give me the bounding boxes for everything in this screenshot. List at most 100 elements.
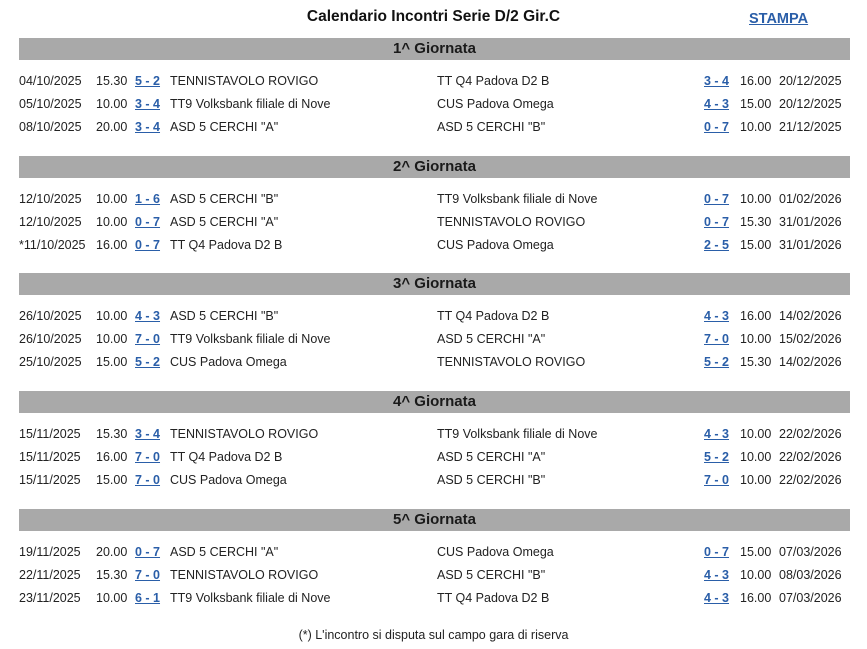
home-team: ASD 5 CERCHI "A" (170, 545, 279, 559)
away-team: TENNISTAVOLO ROVIGO (437, 215, 586, 229)
first-leg-score-link[interactable]: 4 - 3 (135, 309, 161, 323)
home-team: TT9 Volksbank filiale di Nove (170, 591, 331, 605)
home-team: ASD 5 CERCHI "B" (170, 192, 279, 206)
match-row: 04/10/2025 15.30 5 - 2 TENNISTAVOLO ROVIGO T… (19, 70, 850, 93)
second-leg-score-link[interactable]: 7 - 0 (704, 473, 730, 487)
round-section: 4^ Giornata 15/11/2025 15.30 3 - 4 TENNISTAV… (19, 391, 850, 492)
second-leg-time: 16.00 (740, 74, 772, 88)
second-leg-score-link[interactable]: 4 - 3 (704, 309, 730, 323)
first-leg-date: 12/10/2025 (19, 192, 82, 206)
first-leg-date: 15/11/2025 (19, 473, 81, 487)
first-leg-score-link[interactable]: 1 - 6 (135, 192, 161, 206)
round-header: 2^ Giornata (19, 156, 850, 178)
away-team: TT Q4 Padova D2 B (437, 74, 550, 88)
round-header: 4^ Giornata (19, 391, 850, 413)
round-section: 5^ Giornata 19/11/2025 20.00 0 - 7 ASD 5 CER… (19, 509, 850, 610)
second-leg-date: 14/02/2026 (779, 355, 842, 369)
first-leg-score-link[interactable]: 7 - 0 (135, 332, 161, 346)
round-header: 3^ Giornata (19, 273, 850, 295)
second-leg-date: 20/12/2025 (779, 74, 842, 88)
first-leg-date: 25/10/2025 (19, 355, 82, 369)
first-leg-time: 10.00 (96, 97, 128, 111)
second-leg-time: 16.00 (740, 309, 772, 323)
first-leg-score-link[interactable]: 3 - 4 (135, 427, 161, 441)
first-leg-time: 20.00 (96, 120, 128, 134)
home-team: TENNISTAVOLO ROVIGO (170, 427, 319, 441)
first-leg-score-link[interactable]: 0 - 7 (135, 238, 161, 252)
second-leg-score-link[interactable]: 5 - 2 (704, 355, 730, 369)
second-leg-score-link[interactable]: 5 - 2 (704, 450, 730, 464)
second-leg-score-link[interactable]: 4 - 3 (704, 591, 730, 605)
second-leg-score-link[interactable]: 4 - 3 (704, 427, 730, 441)
round-spacer (19, 413, 850, 423)
second-leg-date: 22/02/2026 (779, 427, 842, 441)
first-leg-time: 10.00 (96, 192, 128, 206)
away-team: CUS Padova Omega (437, 97, 554, 111)
second-leg-score-link[interactable]: 0 - 7 (704, 192, 730, 206)
first-leg-date: 19/11/2025 (19, 545, 81, 559)
second-leg-time: 10.00 (740, 568, 772, 582)
away-team: ASD 5 CERCHI "B" (437, 473, 546, 487)
first-leg-time: 10.00 (96, 591, 128, 605)
home-team: TT9 Volksbank filiale di Nove (170, 332, 331, 346)
second-leg-score-link[interactable]: 2 - 5 (704, 238, 730, 252)
first-leg-date: 23/11/2025 (19, 591, 81, 605)
first-leg-score-link[interactable]: 3 - 4 (135, 120, 161, 134)
second-leg-score-link[interactable]: 4 - 3 (704, 568, 730, 582)
second-leg-time: 10.00 (740, 120, 772, 134)
second-leg-date: 31/01/2026 (779, 238, 842, 252)
away-team: TT9 Volksbank filiale di Nove (437, 427, 598, 441)
match-row: 12/10/2025 10.00 1 - 6 ASD 5 CERCHI "B" TT9 … (19, 188, 850, 211)
print-link[interactable]: STAMPA (749, 11, 809, 27)
second-leg-time: 10.00 (740, 192, 772, 206)
first-leg-score-link[interactable]: 3 - 4 (135, 97, 161, 111)
second-leg-time: 10.00 (740, 332, 772, 346)
first-leg-time: 16.00 (96, 238, 128, 252)
first-leg-score-link[interactable]: 0 - 7 (135, 545, 161, 559)
round-spacer (19, 60, 850, 70)
home-team: ASD 5 CERCHI "A" (170, 120, 279, 134)
second-leg-score-link[interactable]: 3 - 4 (704, 74, 730, 88)
second-leg-score-link[interactable]: 0 - 7 (704, 120, 730, 134)
first-leg-score-link[interactable]: 7 - 0 (135, 450, 161, 464)
second-leg-time: 10.00 (740, 427, 772, 441)
first-leg-date: 12/10/2025 (19, 215, 82, 229)
first-leg-score-link[interactable]: 5 - 2 (135, 355, 161, 369)
second-leg-score-link[interactable]: 7 - 0 (704, 332, 730, 346)
round-spacer (19, 531, 850, 541)
first-leg-score-link[interactable]: 6 - 1 (135, 591, 161, 605)
second-leg-date: 07/03/2026 (779, 545, 842, 559)
home-team: TT Q4 Padova D2 B (170, 450, 283, 464)
second-leg-score-link[interactable]: 4 - 3 (704, 97, 730, 111)
first-leg-time: 10.00 (96, 309, 128, 323)
match-row: 19/11/2025 20.00 0 - 7 ASD 5 CERCHI "A" CUS … (19, 541, 850, 564)
second-leg-date: 22/02/2026 (779, 450, 842, 464)
second-leg-date: 01/02/2026 (779, 192, 842, 206)
round-spacer (19, 178, 850, 188)
second-leg-score-link[interactable]: 0 - 7 (704, 215, 730, 229)
first-leg-score-link[interactable]: 0 - 7 (135, 215, 161, 229)
first-leg-time: 15.30 (96, 568, 128, 582)
match-row: 15/11/2025 15.00 7 - 0 CUS Padova Omega ASD … (19, 469, 850, 492)
home-team: TENNISTAVOLO ROVIGO (170, 74, 319, 88)
first-leg-score-link[interactable]: 5 - 2 (135, 74, 161, 88)
second-leg-score-link[interactable]: 0 - 7 (704, 545, 730, 559)
first-leg-time: 15.00 (96, 473, 128, 487)
away-team: CUS Padova Omega (437, 545, 554, 559)
away-team: ASD 5 CERCHI "B" (437, 120, 546, 134)
second-leg-date: 22/02/2026 (779, 473, 842, 487)
first-leg-score-link[interactable]: 7 - 0 (135, 568, 161, 582)
home-team: TT Q4 Padova D2 B (170, 238, 283, 252)
first-leg-score-link[interactable]: 7 - 0 (135, 473, 161, 487)
first-leg-time: 10.00 (96, 332, 128, 346)
match-row: 05/10/2025 10.00 3 - 4 TT9 Volksbank filial… (19, 93, 850, 116)
match-row: *11/10/2025 16.00 0 - 7 TT Q4 Padova D2 B CU… (19, 234, 850, 257)
first-leg-date: 15/11/2025 (19, 450, 81, 464)
round-section: 1^ Giornata 04/10/2025 15.30 5 - 2 TENNISTAV… (19, 38, 850, 139)
footnote: (*) L'incontro si disputa sul campo gara… (298, 628, 569, 642)
second-leg-time: 15.00 (740, 238, 772, 252)
second-leg-time: 10.00 (740, 450, 772, 464)
home-team: ASD 5 CERCHI "A" (170, 215, 279, 229)
second-leg-time: 15.30 (740, 215, 772, 229)
second-leg-time: 16.00 (740, 591, 772, 605)
